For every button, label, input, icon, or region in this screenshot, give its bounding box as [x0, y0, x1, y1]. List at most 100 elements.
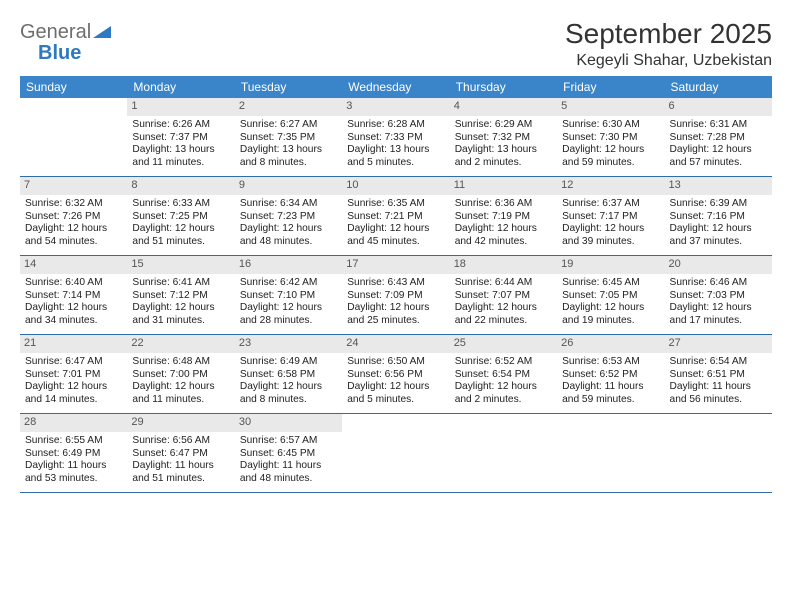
sunset-text: Sunset: 7:17 PM: [562, 211, 659, 224]
sunrise-text: Sunrise: 6:39 AM: [670, 198, 767, 211]
day-body: Sunrise: 6:37 AMSunset: 7:17 PMDaylight:…: [561, 198, 660, 249]
day-cell: 12Sunrise: 6:37 AMSunset: 7:17 PMDayligh…: [557, 177, 664, 255]
week-row: 28Sunrise: 6:55 AMSunset: 6:49 PMDayligh…: [20, 414, 772, 493]
daylight-text: Daylight: 11 hours and 56 minutes.: [670, 381, 767, 407]
daylight-text: Daylight: 12 hours and 42 minutes.: [455, 223, 552, 249]
day-number: 17: [342, 256, 449, 274]
day-body: Sunrise: 6:35 AMSunset: 7:21 PMDaylight:…: [346, 198, 445, 249]
sunset-text: Sunset: 7:00 PM: [132, 369, 229, 382]
daylight-text: Daylight: 12 hours and 57 minutes.: [670, 144, 767, 170]
logo-word2: Blue: [20, 42, 81, 64]
sunset-text: Sunset: 6:58 PM: [240, 369, 337, 382]
sunset-text: Sunset: 6:49 PM: [25, 448, 122, 461]
sunrise-text: Sunrise: 6:56 AM: [132, 435, 229, 448]
dow-friday: Friday: [557, 76, 664, 98]
sunrise-text: Sunrise: 6:26 AM: [132, 119, 229, 132]
day-cell: 2 Sunrise: 6:27 AMSunset: 7:35 PMDaylight…: [235, 98, 342, 176]
day-number: 2: [235, 98, 342, 116]
daylight-text: Daylight: 13 hours and 11 minutes.: [132, 144, 229, 170]
day-cell: 29Sunrise: 6:56 AMSunset: 6:47 PMDayligh…: [127, 414, 234, 492]
logo: General Blue: [20, 18, 111, 64]
day-cell: 27 Sunrise: 6:54 AMSunset: 6:51 PMDayligh…: [665, 335, 772, 413]
sunset-text: Sunset: 7:10 PM: [240, 290, 337, 303]
dow-tuesday: Tuesday: [235, 76, 342, 98]
day-cell: 15Sunrise: 6:41 AMSunset: 7:12 PMDayligh…: [127, 256, 234, 334]
daylight-text: Daylight: 12 hours and 31 minutes.: [132, 302, 229, 328]
day-number: 21: [20, 335, 127, 353]
sunset-text: Sunset: 7:26 PM: [25, 211, 122, 224]
day-number: 28: [20, 414, 127, 432]
weeks: 1Sunrise: 6:26 AMSunset: 7:37 PMDaylight…: [20, 98, 772, 493]
sunset-text: Sunset: 7:03 PM: [670, 290, 767, 303]
day-cell: 5Sunrise: 6:30 AMSunset: 7:30 PMDaylight…: [557, 98, 664, 176]
daylight-text: Daylight: 11 hours and 59 minutes.: [562, 381, 659, 407]
daylight-text: Daylight: 12 hours and 34 minutes.: [25, 302, 122, 328]
day-cell: 16 Sunrise: 6:42 AMSunset: 7:10 PMDayligh…: [235, 256, 342, 334]
sunset-text: Sunset: 7:25 PM: [132, 211, 229, 224]
day-cell: [557, 414, 664, 492]
day-number: 3: [342, 98, 449, 116]
title-block: September 2025 Kegeyli Shahar, Uzbekista…: [565, 18, 772, 70]
daylight-text: Daylight: 11 hours and 53 minutes.: [25, 460, 122, 486]
sunrise-text: Sunrise: 6:29 AM: [455, 119, 552, 132]
day-number: 15: [127, 256, 234, 274]
sunset-text: Sunset: 6:45 PM: [240, 448, 337, 461]
sunrise-text: Sunrise: 6:27 AM: [240, 119, 337, 132]
sunrise-text: Sunrise: 6:40 AM: [25, 277, 122, 290]
dow-monday: Monday: [127, 76, 234, 98]
daylight-text: Daylight: 12 hours and 48 minutes.: [240, 223, 337, 249]
day-cell: 11Sunrise: 6:36 AMSunset: 7:19 PMDayligh…: [450, 177, 557, 255]
sunset-text: Sunset: 7:32 PM: [455, 132, 552, 145]
day-body: Sunrise: 6:44 AMSunset: 7:07 PMDaylight:…: [454, 277, 553, 328]
day-cell: 20Sunrise: 6:46 AMSunset: 7:03 PMDayligh…: [665, 256, 772, 334]
daylight-text: Daylight: 12 hours and 39 minutes.: [562, 223, 659, 249]
day-cell: 23 Sunrise: 6:49 AMSunset: 6:58 PMDayligh…: [235, 335, 342, 413]
day-body: Sunrise: 6:31 AMSunset: 7:28 PMDaylight:…: [669, 119, 768, 170]
day-body: Sunrise: 6:48 AMSunset: 7:00 PMDaylight:…: [131, 356, 230, 407]
day-body: Sunrise: 6:50 AMSunset: 6:56 PMDaylight:…: [346, 356, 445, 407]
day-number: 9: [235, 177, 342, 195]
daylight-text: Daylight: 12 hours and 54 minutes.: [25, 223, 122, 249]
day-number: 6: [665, 98, 772, 116]
day-body: Sunrise: 6:27 AMSunset: 7:35 PMDaylight:…: [239, 119, 338, 170]
sunrise-text: Sunrise: 6:44 AM: [455, 277, 552, 290]
day-body: Sunrise: 6:29 AMSunset: 7:32 PMDaylight:…: [454, 119, 553, 170]
day-number: 30: [235, 414, 342, 432]
day-cell: 7Sunrise: 6:32 AMSunset: 7:26 PMDaylight…: [20, 177, 127, 255]
day-number: 10: [342, 177, 449, 195]
day-number: 1: [127, 98, 234, 116]
day-number: 27: [665, 335, 772, 353]
day-number: 26: [557, 335, 664, 353]
daylight-text: Daylight: 12 hours and 22 minutes.: [455, 302, 552, 328]
day-number: 11: [450, 177, 557, 195]
day-body: Sunrise: 6:34 AMSunset: 7:23 PMDaylight:…: [239, 198, 338, 249]
logo-triangle-icon: [93, 24, 111, 43]
day-body: Sunrise: 6:52 AMSunset: 6:54 PMDaylight:…: [454, 356, 553, 407]
day-body: Sunrise: 6:42 AMSunset: 7:10 PMDaylight:…: [239, 277, 338, 328]
daylight-text: Daylight: 12 hours and 5 minutes.: [347, 381, 444, 407]
day-cell: 19Sunrise: 6:45 AMSunset: 7:05 PMDayligh…: [557, 256, 664, 334]
day-body: Sunrise: 6:49 AMSunset: 6:58 PMDaylight:…: [239, 356, 338, 407]
day-number: 18: [450, 256, 557, 274]
day-cell: [20, 98, 127, 176]
day-cell: 17Sunrise: 6:43 AMSunset: 7:09 PMDayligh…: [342, 256, 449, 334]
day-cell: [342, 414, 449, 492]
day-number: 16: [235, 256, 342, 274]
day-number: 20: [665, 256, 772, 274]
sunrise-text: Sunrise: 6:45 AM: [562, 277, 659, 290]
day-body: Sunrise: 6:30 AMSunset: 7:30 PMDaylight:…: [561, 119, 660, 170]
day-body: Sunrise: 6:54 AMSunset: 6:51 PMDaylight:…: [669, 356, 768, 407]
calendar: Sunday Monday Tuesday Wednesday Thursday…: [20, 76, 772, 493]
daylight-text: Daylight: 12 hours and 59 minutes.: [562, 144, 659, 170]
day-number: 23: [235, 335, 342, 353]
day-number: 29: [127, 414, 234, 432]
day-number: 13: [665, 177, 772, 195]
day-cell: 28Sunrise: 6:55 AMSunset: 6:49 PMDayligh…: [20, 414, 127, 492]
week-row: 14Sunrise: 6:40 AMSunset: 7:14 PMDayligh…: [20, 256, 772, 335]
daylight-text: Daylight: 12 hours and 51 minutes.: [132, 223, 229, 249]
day-cell: 13Sunrise: 6:39 AMSunset: 7:16 PMDayligh…: [665, 177, 772, 255]
sunrise-text: Sunrise: 6:53 AM: [562, 356, 659, 369]
sunrise-text: Sunrise: 6:47 AM: [25, 356, 122, 369]
sunrise-text: Sunrise: 6:37 AM: [562, 198, 659, 211]
week-row: 21Sunrise: 6:47 AMSunset: 7:01 PMDayligh…: [20, 335, 772, 414]
